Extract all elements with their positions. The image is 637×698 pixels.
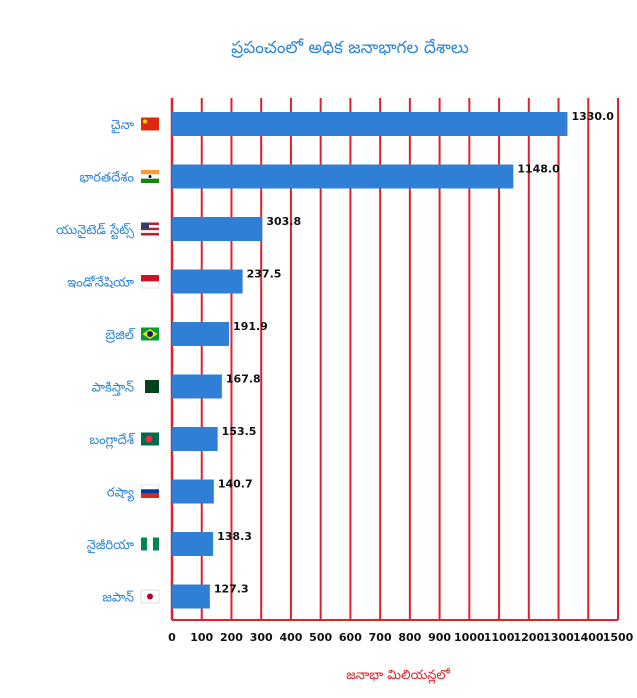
x-tick-label: 1100 (484, 631, 515, 644)
bar-value-label: 191.9 (233, 320, 268, 333)
bar-value-label: 153.5 (222, 425, 257, 438)
category-label: చైనా (111, 118, 135, 134)
category-label: యునైటెడ్ స్టేట్స్ (56, 223, 135, 240)
category-label: ఇండోనేషియా (67, 275, 134, 291)
x-tick-label: 500 (309, 631, 332, 644)
x-tick-label: 1500 (603, 631, 634, 644)
x-tick-label: 700 (369, 631, 392, 644)
chart-title: ప్రపంచంలో అధిక జనాభాగల దేశాలు (231, 38, 469, 58)
category-label: నైజీరియా (87, 538, 134, 554)
x-tick-label: 300 (250, 631, 273, 644)
bar (172, 217, 263, 241)
bangladesh-flag-icon (141, 432, 159, 446)
brazil-flag-icon (141, 327, 159, 341)
category-label: రష్యా (107, 486, 134, 503)
bar-value-label: 167.8 (226, 373, 261, 386)
indonesia-flag-icon (140, 275, 160, 289)
china-flag-icon (141, 117, 159, 131)
x-axis-title: జనాభా మిలియన్లలో (346, 668, 451, 684)
bar (172, 427, 218, 451)
bar-value-label: 1330.0 (571, 110, 614, 123)
x-tick-label: 1400 (573, 631, 604, 644)
x-tick-label: 1300 (543, 631, 574, 644)
x-tick-label: 600 (339, 631, 362, 644)
bar-value-label: 127.3 (214, 583, 249, 596)
india-flag-icon (141, 170, 159, 183)
bar-value-label: 140.7 (218, 478, 253, 491)
bar-value-label: 1148.0 (517, 163, 560, 176)
nigeria-flag-icon (141, 537, 159, 551)
bar (172, 112, 568, 136)
bar-value-label: 237.5 (247, 268, 282, 281)
category-label: పాకిస్తాన్ (92, 381, 134, 397)
bar-value-label: 138.3 (217, 530, 252, 543)
x-tick-label: 0 (168, 631, 176, 644)
bar (172, 532, 214, 556)
x-tick-label: 1200 (513, 631, 544, 644)
russia-flag-icon (140, 484, 160, 498)
usa-flag-icon (141, 222, 159, 236)
x-tick-label: 400 (279, 631, 302, 644)
bar (172, 584, 210, 609)
x-tick-label: 200 (220, 631, 243, 644)
x-tick-label: 800 (398, 631, 421, 644)
category-label: భారతదేశం (79, 171, 134, 186)
bar (172, 322, 230, 346)
category-label: బ్రెజిల్ (105, 328, 136, 343)
bar (172, 269, 243, 294)
bar-value-label: 303.8 (266, 215, 301, 228)
category-label: బంగ్లాదేశ్ (89, 433, 135, 449)
bar (172, 479, 214, 504)
x-tick-label: 100 (190, 631, 213, 644)
category-label: జపాన్ (102, 591, 134, 606)
bar (172, 164, 514, 189)
bar (172, 374, 222, 399)
x-tick-label: 900 (428, 631, 451, 644)
pakistan-flag-icon (141, 380, 159, 393)
x-tick-label: 1000 (454, 631, 485, 644)
japan-flag-icon (140, 589, 160, 604)
